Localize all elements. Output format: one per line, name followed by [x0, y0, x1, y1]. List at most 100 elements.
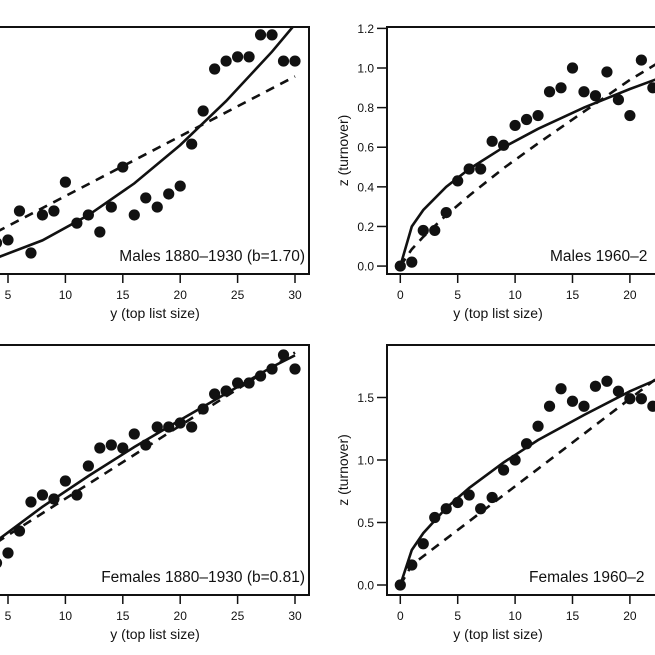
data-point [82, 209, 94, 221]
data-point [277, 55, 290, 67]
data-point [532, 420, 544, 432]
data-point [266, 363, 278, 375]
x-tick-label: 10 [59, 609, 73, 623]
data-point [0, 238, 3, 248]
data-point [82, 460, 94, 472]
y-tick-label: 1.5 [357, 391, 374, 405]
data-point [417, 538, 429, 550]
data-point [186, 421, 198, 433]
data-point [71, 217, 83, 229]
data-point [243, 377, 255, 389]
data-point [509, 454, 521, 466]
data-point [440, 503, 452, 515]
x-tick-label: 20 [174, 609, 188, 623]
data-point [163, 188, 175, 200]
data-point [612, 385, 625, 397]
data-point [289, 55, 301, 67]
data-point [601, 375, 613, 387]
x-tick-label: 25 [231, 609, 245, 623]
fit-line-solid [399, 78, 655, 267]
x-axis-label: y (top list size) [453, 305, 542, 321]
y-tick-label: 0.0 [357, 579, 374, 593]
fit-line-solid [0, 27, 294, 258]
data-point [520, 438, 533, 450]
data-point [566, 62, 579, 74]
data-point [25, 496, 37, 508]
x-tick-label: 30 [288, 609, 302, 623]
data-point [566, 395, 579, 407]
data-point [635, 393, 647, 405]
data-point [140, 439, 152, 451]
data-point [105, 439, 117, 451]
x-tick-label: 15 [116, 288, 130, 302]
data-point [36, 489, 49, 501]
data-point [209, 63, 221, 75]
data-point [578, 400, 590, 412]
x-tick-label: 5 [454, 288, 461, 302]
data-point [25, 247, 37, 259]
data-point [59, 176, 71, 188]
panel-label: Females 1960–2 [529, 569, 644, 586]
data-point [105, 201, 117, 213]
data-point [624, 393, 636, 405]
data-point [243, 51, 255, 63]
y-tick-label: 1.0 [357, 62, 374, 76]
x-tick-label: 5 [5, 288, 12, 302]
y-tick-label: 0.6 [357, 141, 374, 155]
data-point [612, 94, 625, 106]
panel-4: 0510152025y (top list size)0.00.51.01.5z… [335, 344, 655, 642]
x-tick-label: 25 [231, 288, 245, 302]
fit-line-dashed [0, 75, 296, 232]
data-point [128, 428, 140, 440]
data-point [589, 380, 602, 392]
data-point [174, 180, 186, 192]
data-point [197, 105, 209, 117]
fit-line-solid [399, 378, 655, 586]
data-point [498, 139, 510, 151]
plot-area [0, 349, 301, 568]
data-point [406, 256, 418, 268]
data-point [117, 161, 129, 173]
data-point [0, 558, 3, 568]
x-axis-label: y (top list size) [110, 626, 199, 642]
plot-frame [0, 344, 310, 596]
data-point [48, 205, 60, 217]
y-axis-label: z (turnover) [335, 434, 351, 506]
data-point [2, 547, 14, 559]
x-tick-label: 30 [288, 288, 302, 302]
plot-area [394, 54, 655, 272]
data-point [266, 29, 278, 41]
data-point [232, 51, 244, 63]
data-point [151, 421, 163, 433]
x-tick-label: 10 [59, 288, 73, 302]
data-point [578, 86, 590, 98]
data-point [59, 475, 71, 487]
panel-3: 5 10 15 20 25 30 y (top list size) Females 1880… [0, 344, 310, 642]
y-tick-label: 1.0 [357, 454, 374, 468]
y-tick-label: 0.4 [357, 180, 374, 194]
data-point [543, 86, 556, 98]
x-tick-label: 15 [116, 609, 130, 623]
data-point [2, 234, 14, 246]
data-point [163, 421, 175, 433]
y-axis-label: z (turnover) [335, 115, 351, 187]
data-point [36, 209, 49, 221]
data-point [555, 82, 567, 94]
panel-2: 0510152025y (top list size)0.00.20.40.60… [335, 22, 655, 321]
x-tick-label: 0 [397, 609, 404, 623]
x-tick-label: 0 [397, 288, 404, 302]
data-point [232, 377, 244, 389]
panel-label: Females 1880–1930 (b=0.81) [101, 569, 305, 586]
data-point [417, 224, 429, 237]
x-tick-label: 20 [623, 609, 637, 623]
data-point [117, 442, 129, 454]
data-point [140, 192, 152, 204]
y-tick-label: 0.0 [357, 260, 374, 274]
x-tick-label: 10 [508, 288, 522, 302]
plot-frame [386, 344, 655, 596]
data-point [220, 55, 232, 67]
data-point [151, 201, 163, 213]
data-point [13, 205, 26, 217]
